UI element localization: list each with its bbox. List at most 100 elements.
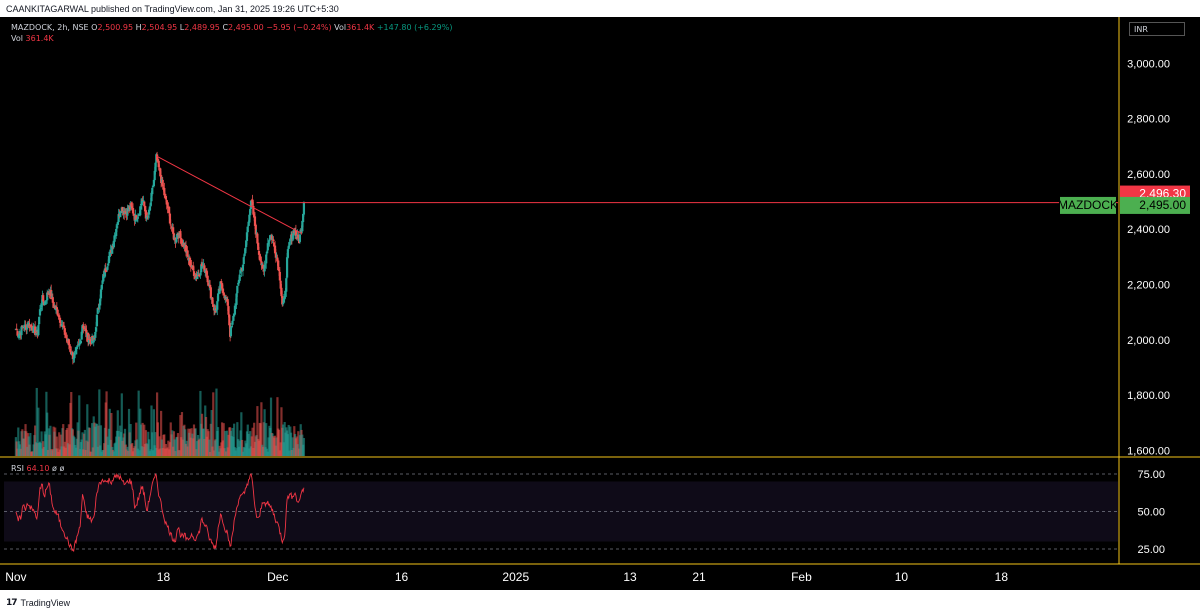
candle-body (76, 345, 79, 347)
y-tick-label: 2,800.00 (1127, 114, 1170, 126)
x-tick-label: 16 (395, 570, 409, 584)
candle-body (55, 307, 58, 310)
candle-body (145, 216, 148, 219)
candle-body (32, 326, 35, 333)
candle-body (199, 272, 202, 275)
candle-body (72, 357, 75, 360)
candle-body (276, 257, 279, 262)
candle-body (254, 224, 257, 235)
candle-body (82, 325, 85, 329)
candle-body (44, 301, 47, 304)
candle-body (75, 346, 78, 350)
candle-body (209, 287, 212, 299)
candle-body (266, 243, 269, 251)
volume-bar (58, 432, 61, 456)
candle-body (284, 290, 287, 296)
candle-body (175, 239, 178, 243)
candle-body (117, 214, 120, 223)
volume-bar (241, 439, 244, 456)
rsi-placeholder-2: ø (59, 464, 65, 473)
candle-body (268, 239, 271, 242)
last-price-label: 2,495.00 (1139, 198, 1186, 212)
volume-bar (123, 428, 127, 456)
candle-body (228, 314, 231, 326)
volume-bar (204, 416, 208, 456)
volume-bar (120, 393, 123, 456)
candle-body (238, 274, 241, 281)
volume-bar (88, 427, 91, 456)
candle-body (52, 301, 55, 308)
volume-bar (62, 424, 65, 456)
candle-body (153, 170, 156, 181)
volume-bar (260, 402, 263, 456)
candle-body (281, 296, 284, 305)
candle-body (172, 227, 175, 234)
volume-bar (220, 422, 224, 456)
legend-symbol: MAZDOCK, 2h, NSE (11, 23, 89, 32)
candle-body (115, 226, 119, 228)
volume-bar (83, 429, 86, 456)
candle-body (257, 242, 260, 250)
legend-h-label: H (135, 23, 142, 32)
candle-body (140, 200, 143, 206)
candle-body (62, 325, 66, 327)
candle-body (188, 257, 192, 266)
candle-body (193, 276, 196, 278)
x-tick-label: 21 (692, 570, 706, 584)
symbol-tag: MAZDOCK (1058, 198, 1118, 212)
volume-bar (199, 390, 202, 456)
chart-area[interactable]: 1,600.00 1,800.00 2,000.00 2,200.00 2,400.00… (0, 17, 1200, 590)
candle-body (192, 265, 195, 271)
volume-bar (289, 432, 293, 456)
candle-body (216, 301, 219, 310)
x-tick-label: Nov (5, 570, 26, 584)
tradingview-brand[interactable]: 17 TradingView (6, 597, 70, 609)
candle-body (156, 154, 159, 161)
candle-body (245, 240, 248, 247)
candle-body (101, 280, 104, 284)
candle-body (201, 266, 204, 268)
volume-bar (276, 397, 279, 456)
rsi-band (4, 481, 1118, 542)
volume-bar (225, 430, 229, 456)
candle-body (287, 245, 290, 249)
volume-bar (151, 432, 154, 456)
candle-body (126, 208, 129, 216)
volume-bar (176, 433, 180, 456)
candle-body (115, 228, 118, 236)
volume-bar (160, 410, 163, 456)
candle-body (259, 259, 262, 262)
candle-body (156, 159, 160, 161)
price-chart[interactable]: 1,600.00 1,800.00 2,000.00 2,200.00 2,400.00… (0, 17, 1200, 590)
volume-bar (137, 390, 140, 456)
candle-body (108, 251, 111, 258)
candle-body (222, 292, 225, 295)
currency-selector[interactable]: INR (1129, 22, 1185, 36)
candle-body (168, 213, 172, 224)
candle-body (176, 233, 179, 239)
candle-body (15, 328, 18, 331)
candle-body (265, 251, 269, 254)
candle-body (225, 298, 229, 300)
rsi-legend: RSI 64.10 ø ø (11, 464, 64, 473)
candle-body (151, 186, 155, 188)
volume-bar (141, 422, 144, 456)
x-tick-label: 10 (895, 570, 909, 584)
volume-bar (173, 439, 176, 456)
candle-body (215, 310, 218, 312)
candle-body (205, 272, 208, 275)
volume-bar (179, 415, 182, 456)
candle-body (249, 208, 252, 216)
rsi-value: 64.10 (26, 464, 50, 473)
candle-body (69, 348, 72, 353)
rsi-level-label: 75.00 (1137, 469, 1165, 481)
candle-body (104, 268, 107, 273)
tradingview-logo-icon: 17 (6, 598, 17, 608)
volume-bar (180, 412, 184, 456)
y-tick-label: 1,600.00 (1127, 445, 1170, 457)
candle-body (203, 265, 206, 272)
candle-body (81, 324, 84, 333)
candle-body (271, 238, 274, 240)
volume-bar (135, 422, 138, 456)
candle-body (39, 307, 42, 310)
